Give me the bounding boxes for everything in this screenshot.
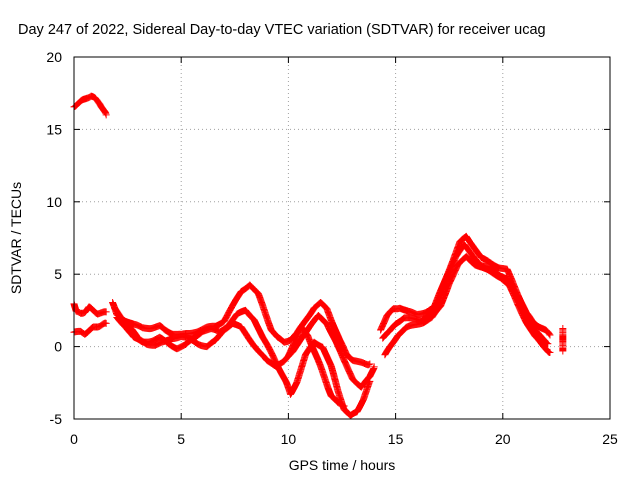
x-tick-label: 15 (388, 431, 404, 447)
x-tick-label: 10 (281, 431, 297, 447)
x-tick-label: 0 (70, 431, 78, 447)
series-late (559, 324, 567, 355)
y-tick-label: 0 (54, 339, 62, 355)
grid (74, 57, 610, 419)
y-tick-label: 10 (46, 194, 62, 210)
series-points (284, 323, 348, 410)
y-axis-label: SDTVAR / TECUs (8, 182, 24, 294)
y-tick-label: 5 (54, 266, 62, 282)
data-points (70, 92, 567, 419)
plot-frame (73, 56, 611, 420)
chart-title: Day 247 of 2022, Sidereal Day-to-day VTE… (18, 22, 546, 38)
series-c (113, 306, 374, 419)
x-tick-label: 5 (177, 431, 185, 447)
y-tick-label: 15 (46, 121, 62, 137)
x-tick-label: 20 (495, 431, 511, 447)
series-points (381, 253, 554, 359)
series-g (381, 253, 554, 359)
y-tick-label: -5 (50, 411, 63, 427)
series-d (284, 323, 348, 410)
x-axis-label: GPS time / hours (289, 457, 396, 473)
series-points (113, 306, 374, 419)
ticks: 0 5 10 15 20 25 -5 0 5 10 15 20 (46, 49, 618, 447)
x-tick-label: 25 (602, 431, 618, 447)
series-points (559, 324, 567, 355)
y-tick-label: 20 (46, 49, 62, 65)
